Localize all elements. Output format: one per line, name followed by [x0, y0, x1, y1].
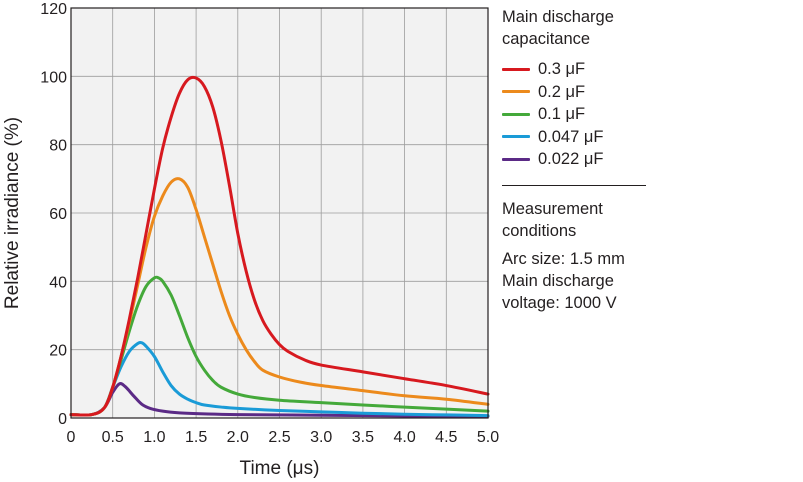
x-tick-label: 0.5 — [102, 429, 124, 446]
legend-item: 0.022 μF — [502, 148, 652, 171]
y-tick-label: 80 — [49, 138, 67, 155]
x-tick-label: 2.0 — [227, 429, 249, 446]
legend-item: 0.3 μF — [502, 58, 652, 81]
legend-swatch — [502, 67, 530, 71]
x-tick-label: 1.0 — [143, 429, 165, 446]
side-panel: Main discharge capacitance 0.3 μF 0.2 μF 0… — [502, 6, 652, 314]
legend-swatch — [502, 112, 530, 116]
y-tick-label: 60 — [49, 206, 67, 223]
legend-swatch — [502, 157, 530, 161]
voltage-text: Main discharge voltage: 1000 V — [502, 271, 617, 312]
legend-label: 0.022 μF — [538, 150, 604, 169]
y-tick-label: 20 — [49, 343, 67, 360]
legend-label: 0.1 μF — [538, 105, 586, 124]
x-tick-label: 5.0 — [477, 429, 499, 446]
y-tick-labels: 0 20 40 60 80 100 120 — [40, 1, 67, 428]
series-line-0.3F — [69, 75, 490, 417]
series-line-0.047F — [69, 340, 490, 418]
legend: 0.3 μF 0.2 μF 0.1 μF 0.047 μF 0.022 μF — [502, 58, 652, 171]
legend-item: 0.047 μF — [502, 126, 652, 149]
plot-frame — [70, 7, 489, 419]
series-lines — [69, 75, 490, 418]
legend-label: 0.2 μF — [538, 82, 586, 101]
y-tick-label: 120 — [40, 1, 67, 18]
x-tick-label: 3.5 — [352, 429, 374, 446]
legend-swatch — [502, 90, 530, 94]
y-tick-label: 100 — [40, 69, 67, 86]
x-tick-label: 1.5 — [185, 429, 207, 446]
legend-label: 0.3 μF — [538, 60, 586, 79]
y-tick-label: 40 — [49, 274, 67, 291]
x-tick-label: 0 — [67, 429, 76, 446]
divider — [502, 184, 646, 186]
irradiance-chart: 0 0.5 1.0 1.5 2.0 2.5 3.0 3.5 4.0 4.5 5.0 0 20 40 60 8… — [2, 1, 500, 479]
x-axis-title: Time (μs) — [240, 458, 320, 479]
y-tick-label: 0 — [58, 411, 67, 428]
legend-label: 0.047 μF — [538, 127, 604, 146]
legend-item: 0.1 μF — [502, 103, 652, 126]
conditions-title: Measurement conditions — [502, 199, 603, 240]
x-tick-label: 2.5 — [268, 429, 290, 446]
x-tick-label: 4.0 — [393, 429, 415, 446]
x-tick-labels: 0 0.5 1.0 1.5 2.0 2.5 3.0 3.5 4.0 4.5 5.0 — [67, 429, 500, 446]
y-axis-title: Relative irradiance (%) — [2, 117, 23, 309]
x-tick-label: 4.5 — [435, 429, 457, 446]
legend-item: 0.2 μF — [502, 81, 652, 104]
legend-swatch — [502, 135, 530, 139]
arc-size-text: Arc size: 1.5 mm — [502, 249, 625, 268]
legend-title: Main discharge capacitance — [502, 8, 614, 48]
x-tick-label: 3.0 — [310, 429, 332, 446]
